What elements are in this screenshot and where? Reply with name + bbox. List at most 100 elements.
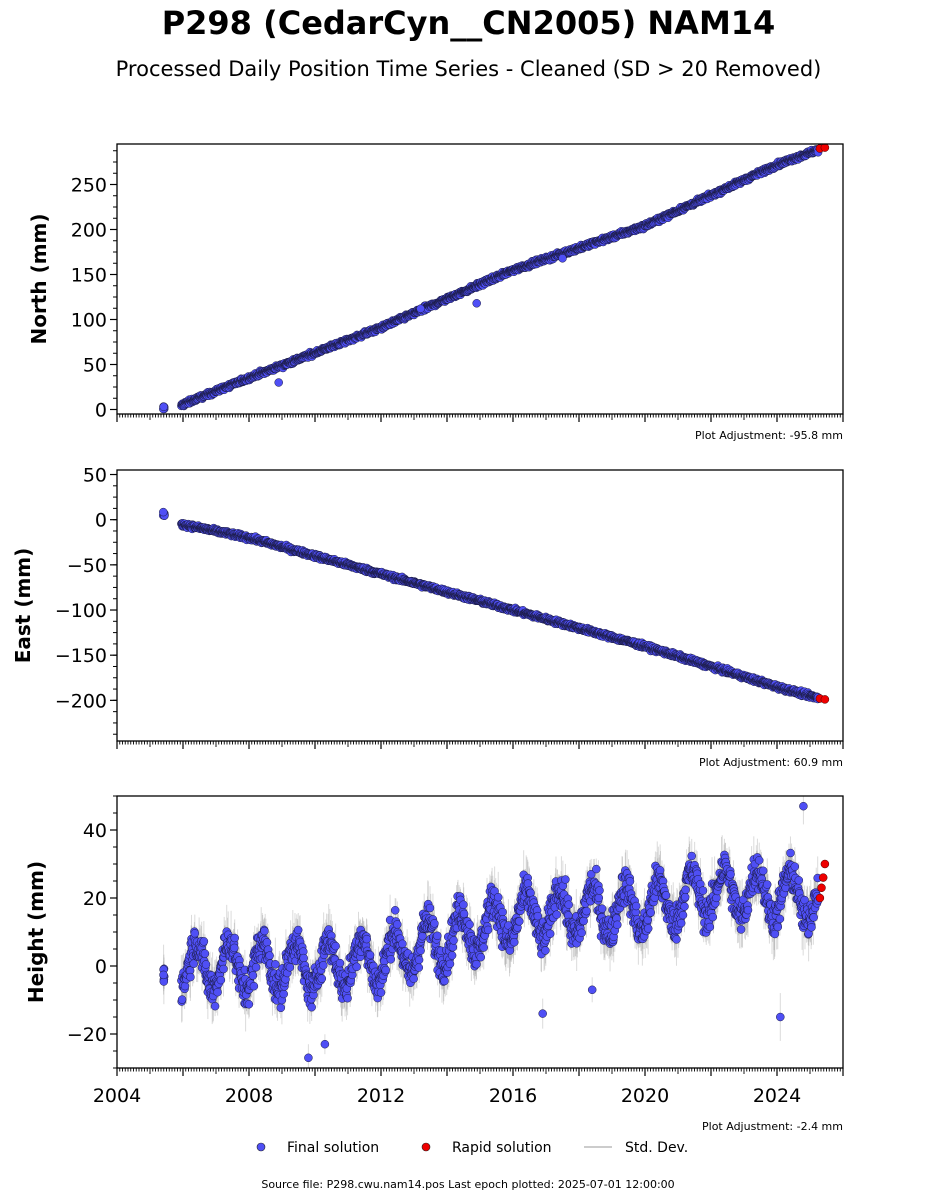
height-final-point [564, 900, 573, 909]
height-final-point [445, 959, 455, 969]
chart-title: P298 (CedarCyn__CN2005) NAM14 [161, 4, 776, 42]
height-final-point [561, 875, 570, 884]
east-plot-adjustment: Plot Adjustment: 60.9 mm [699, 756, 843, 769]
height-final-point [680, 892, 690, 902]
height-final-point [459, 900, 468, 909]
north-final-point [416, 304, 425, 313]
east-rapid-point [820, 695, 830, 704]
height-final-point [319, 961, 328, 970]
height-final-point [643, 924, 653, 933]
height-final-point [680, 902, 689, 911]
east-y-tick-label: −50 [67, 555, 107, 577]
north-rapid-points [815, 144, 830, 153]
height-final-point [582, 906, 591, 916]
height-final-point [493, 892, 503, 902]
height-final-point [476, 952, 486, 962]
north-plot-area [159, 144, 830, 414]
height-final-point [625, 877, 635, 886]
height-final-point [376, 988, 386, 997]
height-final-point [483, 925, 493, 935]
height-final-point [676, 918, 686, 928]
east-rapid-points [815, 694, 830, 704]
height-final-point [465, 920, 474, 929]
height-final-points [159, 801, 823, 1063]
height-final-point [249, 981, 259, 991]
height-final-point [317, 974, 327, 983]
height-final-point [299, 953, 308, 963]
height-final-point [597, 904, 607, 913]
height-final-point [646, 908, 655, 917]
north-y-tick-label: 0 [95, 400, 107, 422]
height-final-point [159, 970, 168, 980]
east-y-tick-label: −150 [55, 645, 107, 667]
height-final-point [414, 955, 424, 965]
north-x-axis [116, 414, 844, 422]
height-final-point [498, 907, 507, 917]
north-final-point [472, 299, 481, 308]
height-final-point [523, 879, 533, 888]
height-final-point [335, 958, 345, 968]
height-final-point [381, 965, 390, 975]
height-final-point [592, 864, 601, 874]
height-final-point [262, 938, 272, 947]
east-x-axis [116, 741, 844, 749]
north-final-point [558, 254, 567, 263]
height-final-point [579, 916, 588, 926]
height-final-point [440, 976, 449, 986]
east-y-tick-label: −100 [55, 600, 107, 622]
north-y-tick-label: 250 [71, 175, 107, 197]
height-final-point [265, 951, 274, 960]
height-final-point [631, 901, 641, 911]
east-final-points [158, 507, 823, 704]
height-final-point [672, 935, 681, 944]
height-final-point [425, 903, 435, 913]
height-final-point [545, 929, 555, 939]
height-final-point [271, 960, 280, 969]
north-y-tick-label: 50 [83, 355, 107, 377]
height-final-point [409, 974, 418, 983]
height-plot-area [159, 796, 830, 1068]
height-final-point [386, 955, 396, 964]
east-y-tick-label: 50 [83, 465, 107, 487]
height-final-point [307, 1002, 316, 1012]
height-final-point [190, 929, 200, 938]
height-final-point [201, 960, 211, 969]
east-y-tick-label: −200 [55, 690, 107, 712]
east-y-tick-label: 0 [95, 510, 107, 532]
north-rapid-point [820, 144, 830, 152]
north-final-point [159, 402, 168, 412]
height-final-point [515, 917, 524, 926]
height-final-point [678, 910, 688, 920]
height-final-point [414, 963, 424, 972]
height-final-point [433, 931, 442, 941]
height-final-point [541, 946, 550, 955]
height-final-point [449, 936, 458, 945]
height-final-point [509, 937, 519, 947]
height-final-point [586, 869, 596, 879]
height-final-point [687, 851, 696, 861]
height-final-point [390, 906, 400, 915]
height-final-point [200, 949, 210, 958]
height-final-point [661, 891, 671, 900]
height-final-point [279, 989, 288, 999]
height-final-point [459, 909, 469, 919]
height-final-point [230, 943, 239, 953]
north-y-axis-label: North (mm) [27, 213, 51, 344]
height-final-point [393, 920, 402, 929]
height-final-point [244, 1000, 254, 1009]
height-final-point [655, 866, 665, 875]
height-final-point [447, 951, 457, 960]
chart-subtitle: Processed Daily Position Time Series - C… [115, 57, 822, 81]
height-final-point [189, 959, 198, 968]
height-final-point [577, 928, 586, 938]
height-final-point [219, 964, 228, 974]
east-plot-area [158, 507, 830, 704]
height-final-point [293, 925, 303, 935]
north-final-points [159, 145, 823, 414]
height-final-point [552, 910, 561, 919]
height-final-point [251, 962, 261, 972]
